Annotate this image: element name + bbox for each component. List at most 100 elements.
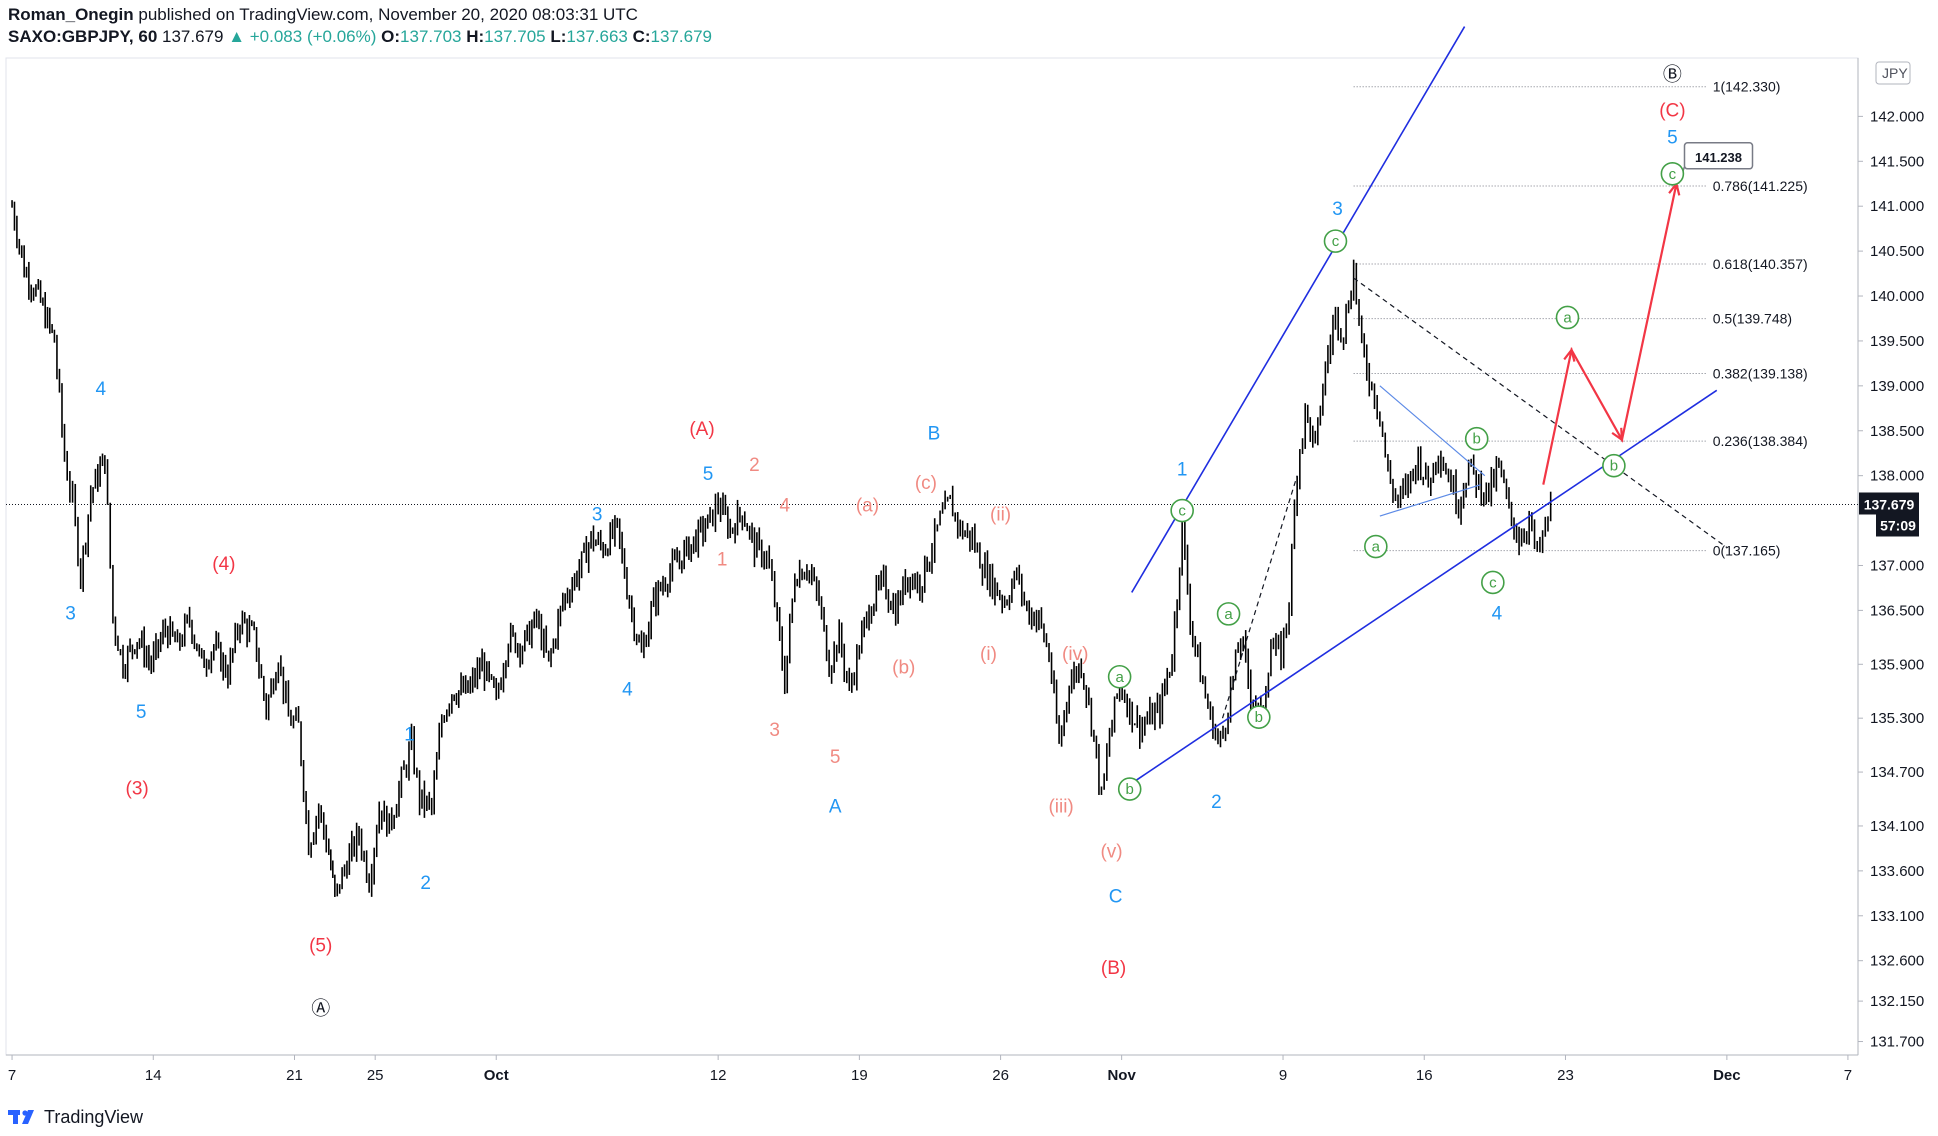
target-callout-box[interactable] [1683, 142, 1754, 170]
last-price: 137.679 [162, 27, 224, 46]
time-tick-label: 21 [286, 1067, 303, 1084]
channel-line[interactable] [1121, 389, 1718, 791]
wave-label: 4 [622, 680, 633, 701]
wave-label: 4 [1492, 603, 1503, 624]
price-tick-label: 133.100 [1870, 908, 1924, 925]
wave-label: (B) [1101, 958, 1126, 979]
price-tick-label: 140.000 [1870, 288, 1924, 305]
wave-label: 3 [1332, 199, 1343, 220]
price-change: ▲ +0.083 (+0.06%) [228, 27, 377, 46]
wave-label: 5 [830, 747, 841, 768]
circled-wave-label: b [1126, 781, 1134, 798]
currency-box[interactable] [1875, 61, 1911, 85]
price-tick-label: 140.500 [1870, 243, 1924, 260]
wave-label: 1 [717, 549, 728, 570]
circled-wave-label: a [1563, 309, 1572, 326]
channel-line[interactable] [1131, 26, 1466, 593]
last-price-badge [1859, 492, 1919, 515]
high-value: 137.705 [484, 27, 546, 46]
wave-label: 2 [749, 455, 760, 476]
fib-level-label: 0.236(138.384) [1713, 433, 1808, 449]
open-label: O: [381, 27, 401, 46]
price-chart[interactable]: 142.000 141.500 141.000 140.500 140.000 139.5… [0, 0, 1938, 1100]
price-tick-label: 135.300 [1870, 710, 1924, 727]
time-tick-label: 25 [367, 1067, 384, 1084]
time-tick-label: 23 [1557, 1067, 1574, 1084]
wave-label: 2 [420, 873, 431, 894]
chart-header: Roman_Onegin published on TradingView.co… [8, 4, 712, 48]
circled-wave-badge [1464, 426, 1489, 451]
time-tick-label: Dec [1713, 1067, 1741, 1084]
price-tick-label: 131.700 [1870, 1034, 1924, 1051]
last-price-badge-label: 137.679 [1864, 496, 1915, 512]
price-tick-label: 138.000 [1870, 468, 1924, 485]
wave-label: A [829, 796, 842, 817]
circled-wave-badge [1216, 602, 1241, 626]
wave-label: 5 [1667, 127, 1678, 148]
wave-label: (a) [856, 496, 879, 517]
circled-wave-badge [1247, 705, 1271, 729]
price-tick-label: 139.500 [1870, 333, 1924, 350]
footer: TradingView [8, 1104, 143, 1130]
wave-label: 1 [404, 725, 415, 746]
price-tick-label: 141.000 [1870, 198, 1924, 215]
tradingview-logo-icon[interactable] [8, 1108, 38, 1126]
circled-wave-label: c [1332, 233, 1340, 250]
price-tick-label: 135.900 [1870, 656, 1924, 673]
price-tick-label: 142.000 [1870, 108, 1924, 125]
open-value: 137.703 [400, 27, 462, 46]
time-tick-label: 19 [851, 1067, 868, 1084]
author-name[interactable]: Roman_Onegin [8, 5, 134, 24]
wave-label: (3) [126, 779, 149, 800]
circled-wave-label: b [1473, 431, 1481, 448]
time-tick-label: 7 [1844, 1067, 1852, 1084]
circled-wave-badge [1170, 498, 1194, 523]
wave-label: (i) [980, 644, 997, 665]
wave-label: (4) [212, 554, 235, 575]
fib-level-label: 1(142.330) [1713, 79, 1781, 95]
time-tick-label: Nov [1107, 1067, 1136, 1084]
wave-label: 5 [136, 702, 147, 723]
triangle-line[interactable] [1379, 385, 1486, 477]
circled-wave-badge [1107, 664, 1132, 689]
wave-label: Ⓐ [311, 998, 330, 1020]
fib-level-label: 0(137.165) [1713, 543, 1781, 559]
circled-wave-badge [1602, 453, 1626, 478]
footer-brand[interactable]: TradingView [44, 1106, 144, 1127]
candles-group [11, 200, 1552, 897]
dashed-trend-line[interactable] [1221, 475, 1298, 719]
time-tick-label: 14 [145, 1067, 162, 1084]
wave-label: (C) [1659, 100, 1685, 121]
circled-wave-label: a [1224, 606, 1233, 623]
price-tick-label: 141.500 [1870, 153, 1924, 170]
dashed-trend-line[interactable] [1353, 277, 1728, 549]
circled-wave-badge [1555, 305, 1580, 330]
circled-wave-label: a [1115, 669, 1124, 686]
published-text: published on TradingView.com, November 2… [138, 5, 638, 24]
symbol-line: SAXO:GBPJPY, 60 137.679 ▲ +0.083 (+0.06%… [8, 26, 712, 48]
wave-label: (A) [689, 419, 714, 440]
low-value: 137.663 [566, 27, 628, 46]
wave-label: 1 [1177, 460, 1188, 481]
wave-label: 5 [703, 464, 714, 485]
time-tick-label: 12 [710, 1067, 727, 1084]
price-tick-label: 134.100 [1870, 818, 1924, 835]
wave-label: 3 [65, 603, 76, 624]
wave-label: 3 [769, 720, 780, 741]
triangle-line[interactable] [1379, 484, 1481, 517]
projection-arrowhead [1611, 427, 1624, 442]
circled-wave-badge [1364, 534, 1388, 559]
fib-level-label: 0.618(140.357) [1713, 256, 1808, 272]
symbol-name[interactable]: SAXO:GBPJPY, 60 [8, 27, 158, 46]
price-tick-label: 139.000 [1870, 378, 1924, 395]
price-tick-label: 132.600 [1870, 953, 1924, 970]
countdown-label: 57:09 [1880, 517, 1916, 533]
price-tick-label: 132.150 [1870, 993, 1924, 1010]
wave-label: (ii) [990, 505, 1011, 526]
low-label: L: [550, 27, 567, 46]
fib-level-label: 0.5(139.748) [1713, 311, 1792, 327]
wave-label: 4 [779, 496, 790, 517]
circled-wave-label: c [1178, 503, 1186, 520]
wave-label: (iii) [1048, 796, 1073, 817]
projection-path[interactable] [1542, 183, 1678, 485]
